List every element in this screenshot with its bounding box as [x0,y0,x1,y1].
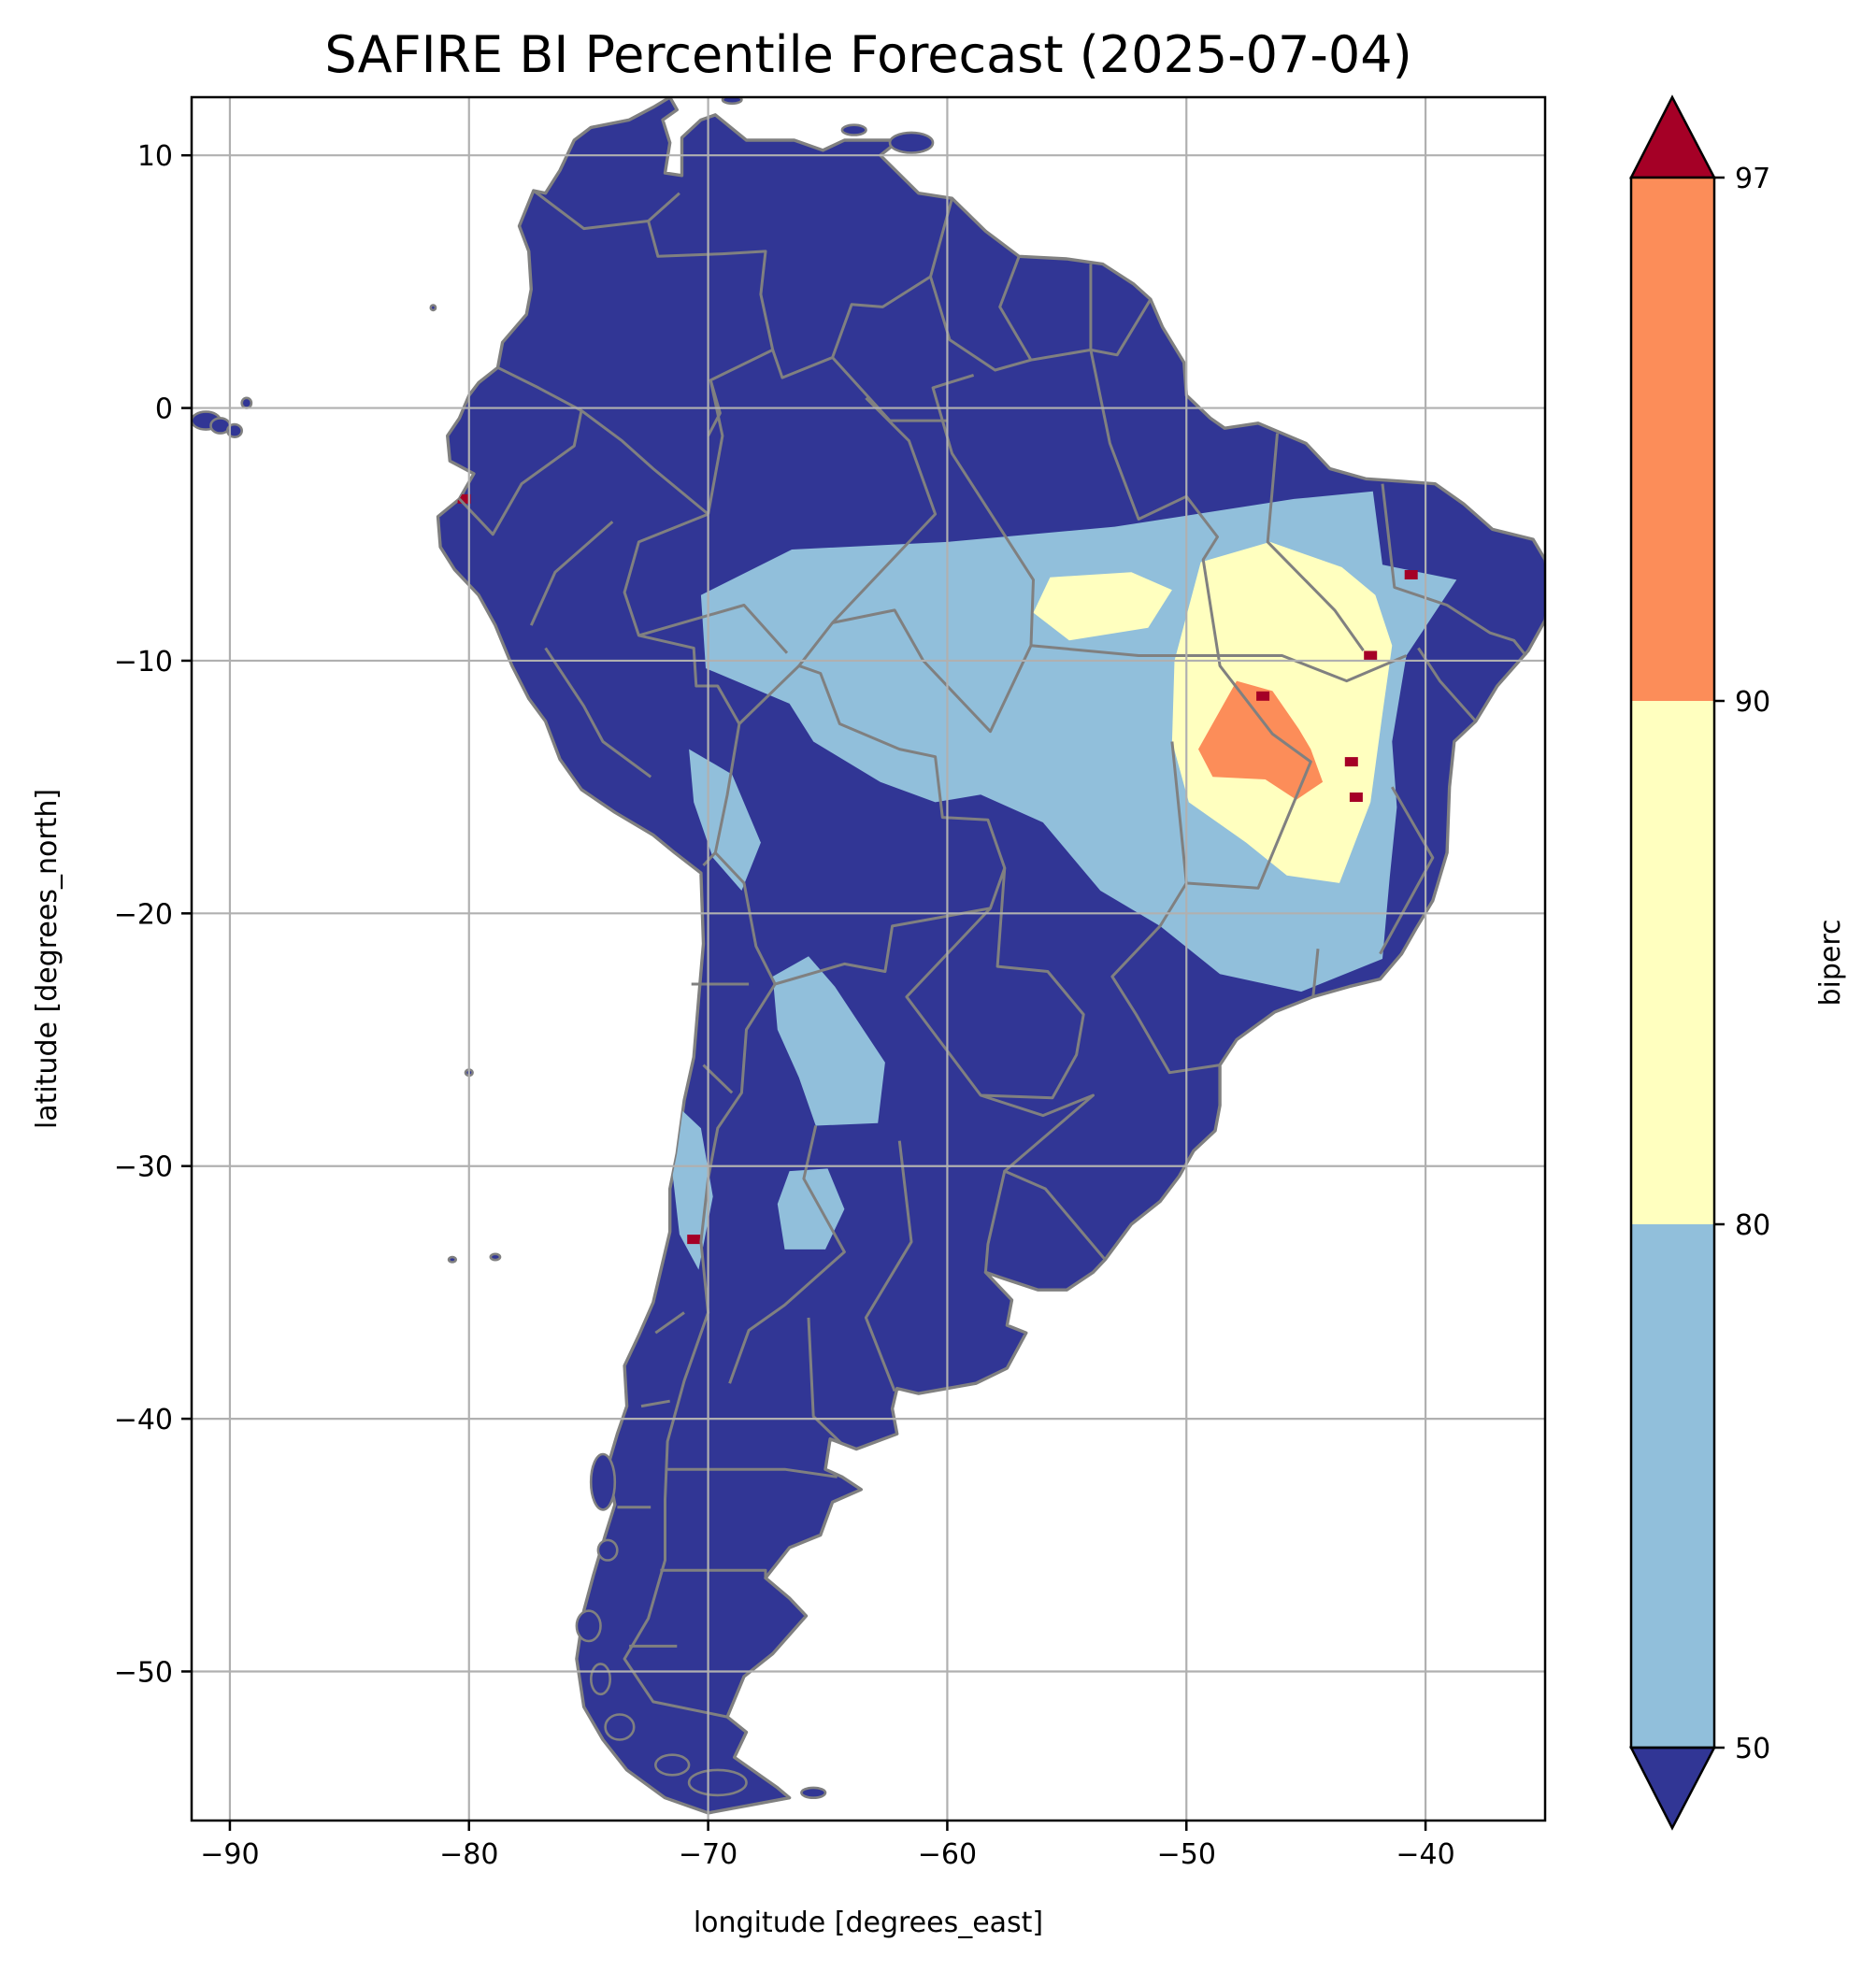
hotspot-cell [1256,691,1270,701]
admin-border [905,867,1085,1100]
colorbar-ticks: 97 90 80 50 [1714,163,1770,1765]
y-tick-label: −30 [114,1151,173,1184]
island [840,123,867,136]
colorbar-tick-label-90: 90 [1735,686,1770,719]
admin-border [544,647,652,778]
x-axis-ticks: −90 −80 −70 −60 −50 −40 [200,1821,1455,1871]
admin-border [771,275,932,379]
country-borders [458,189,1527,1719]
x-tick-label: −50 [1157,1838,1216,1871]
y-tick-label: −20 [114,898,173,931]
region-chaco-region [772,956,885,1126]
y-tick-label: 0 [155,393,173,426]
colorbar: 97 90 80 50 biperc [1628,94,1847,1831]
y-axis-label: latitude [degrees_north] [31,789,64,1129]
admin-border [637,604,789,654]
map-frame [190,95,1547,1822]
y-tick-label: −40 [114,1404,173,1436]
colorbar-frame [1629,176,1716,1750]
region-central-argentina-patch [777,1168,845,1250]
chart-title: SAFIRE BI Percentile Forecast (2025-07-0… [324,25,1411,84]
y-tick-label: −10 [114,646,173,678]
map-axes: −90 −80 −70 −60 −50 −40 10 0 −10 −20 −30 −40 −50 [114,95,1547,1871]
island [240,396,253,409]
x-tick-label: −40 [1396,1838,1454,1871]
colorbar-bin-90-97 [1631,178,1714,701]
island [800,1786,827,1800]
admin-border [1170,495,1312,890]
x-axis-label: longitude [degrees_east] [694,1907,1043,1939]
admin-border [707,379,724,515]
admin-border [654,1311,685,1335]
admin-border [1110,882,1221,1075]
admin-border [832,608,925,662]
region-bahia-hot-spots [1198,680,1324,800]
island [653,1753,691,1777]
x-tick-label: −60 [918,1838,977,1871]
region-altiplano-strip [689,749,761,891]
admin-border [640,1399,670,1408]
admin-border [864,1140,913,1392]
x-tick-label: −80 [439,1838,498,1871]
hotspot-cell [1364,650,1378,661]
x-tick-label: −70 [679,1838,738,1871]
island [226,422,244,439]
island [447,1255,458,1264]
island [489,1252,502,1262]
admin-border [1266,433,1365,651]
gridlines [192,97,1545,1821]
admin-border [623,512,741,867]
island [596,1538,619,1562]
y-axis-ticks: 10 0 −10 −20 −30 −40 −50 [114,140,192,1689]
map-content [192,97,1545,1821]
island [721,97,743,106]
admin-border [831,356,948,422]
admin-border [797,396,938,667]
hotspot-cell [1344,757,1358,767]
admin-border [738,664,1007,986]
admin-border [931,373,1035,646]
colorbar-label: biperc [1814,919,1847,1006]
island [888,131,935,154]
colorbar-tick-label-50: 50 [1735,1733,1770,1765]
island [589,1452,617,1511]
island [687,1768,748,1797]
admin-border [980,1093,1107,1261]
admin-border [922,644,1408,734]
admin-border [929,197,953,278]
admin-border [728,1125,846,1384]
colorbar-bin-50-80 [1631,1224,1714,1748]
admin-border [458,410,583,536]
admin-border [998,255,1033,361]
island [429,304,437,312]
region-para-interior [1033,572,1172,641]
colorbar-bin-80-90 [1631,701,1714,1224]
hotspot-cell [457,493,471,504]
admin-border [1311,949,1320,997]
admin-border [983,1170,1007,1273]
admin-border [647,192,680,222]
admin-border [667,1467,838,1478]
colorbar-tick-label-80: 80 [1735,1209,1770,1242]
admin-border [529,521,614,626]
y-tick-label: 10 [137,140,173,173]
island [575,1609,602,1643]
admin-border [1381,483,1527,657]
admin-border [807,1317,843,1446]
offshore-islands [192,97,935,1800]
admin-border [1089,350,1187,521]
colorbar-tick-label-97: 97 [1735,163,1770,195]
hotspot-cell [1404,570,1418,579]
admin-border [496,365,709,516]
admin-border [623,851,777,1719]
island [604,1713,636,1741]
x-tick-label: −90 [200,1838,259,1871]
admin-border [660,1568,767,1578]
admin-border [1379,786,1435,955]
hotspot-cell [687,1235,701,1245]
hotspot-cell [1349,793,1363,802]
island [589,1663,611,1696]
y-tick-label: −50 [114,1656,173,1689]
